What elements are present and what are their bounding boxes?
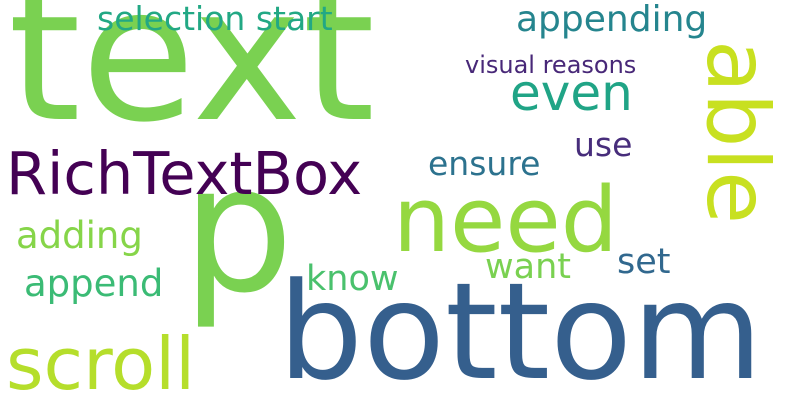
word-even: even [510,64,633,122]
word-adding: adding [16,214,143,257]
word-p: p [182,127,294,332]
word-append: append [24,262,164,305]
word-richtextbox: RichTextBox [6,139,363,208]
word-appending: appending [516,0,708,40]
word-able: able [687,40,787,225]
word-set: set [617,242,671,282]
word-use: use [574,125,633,164]
word-text: text [8,0,376,163]
word-want: want [485,247,571,287]
word-ensure: ensure [428,144,541,183]
word-selection-start: selection start [97,0,333,38]
word-scroll: scroll [6,322,196,400]
word-visual-reasons: visual reasons [465,51,637,79]
word-know: know [306,259,399,299]
word-need: need [393,168,618,273]
word-bottom: bottom [278,254,763,400]
